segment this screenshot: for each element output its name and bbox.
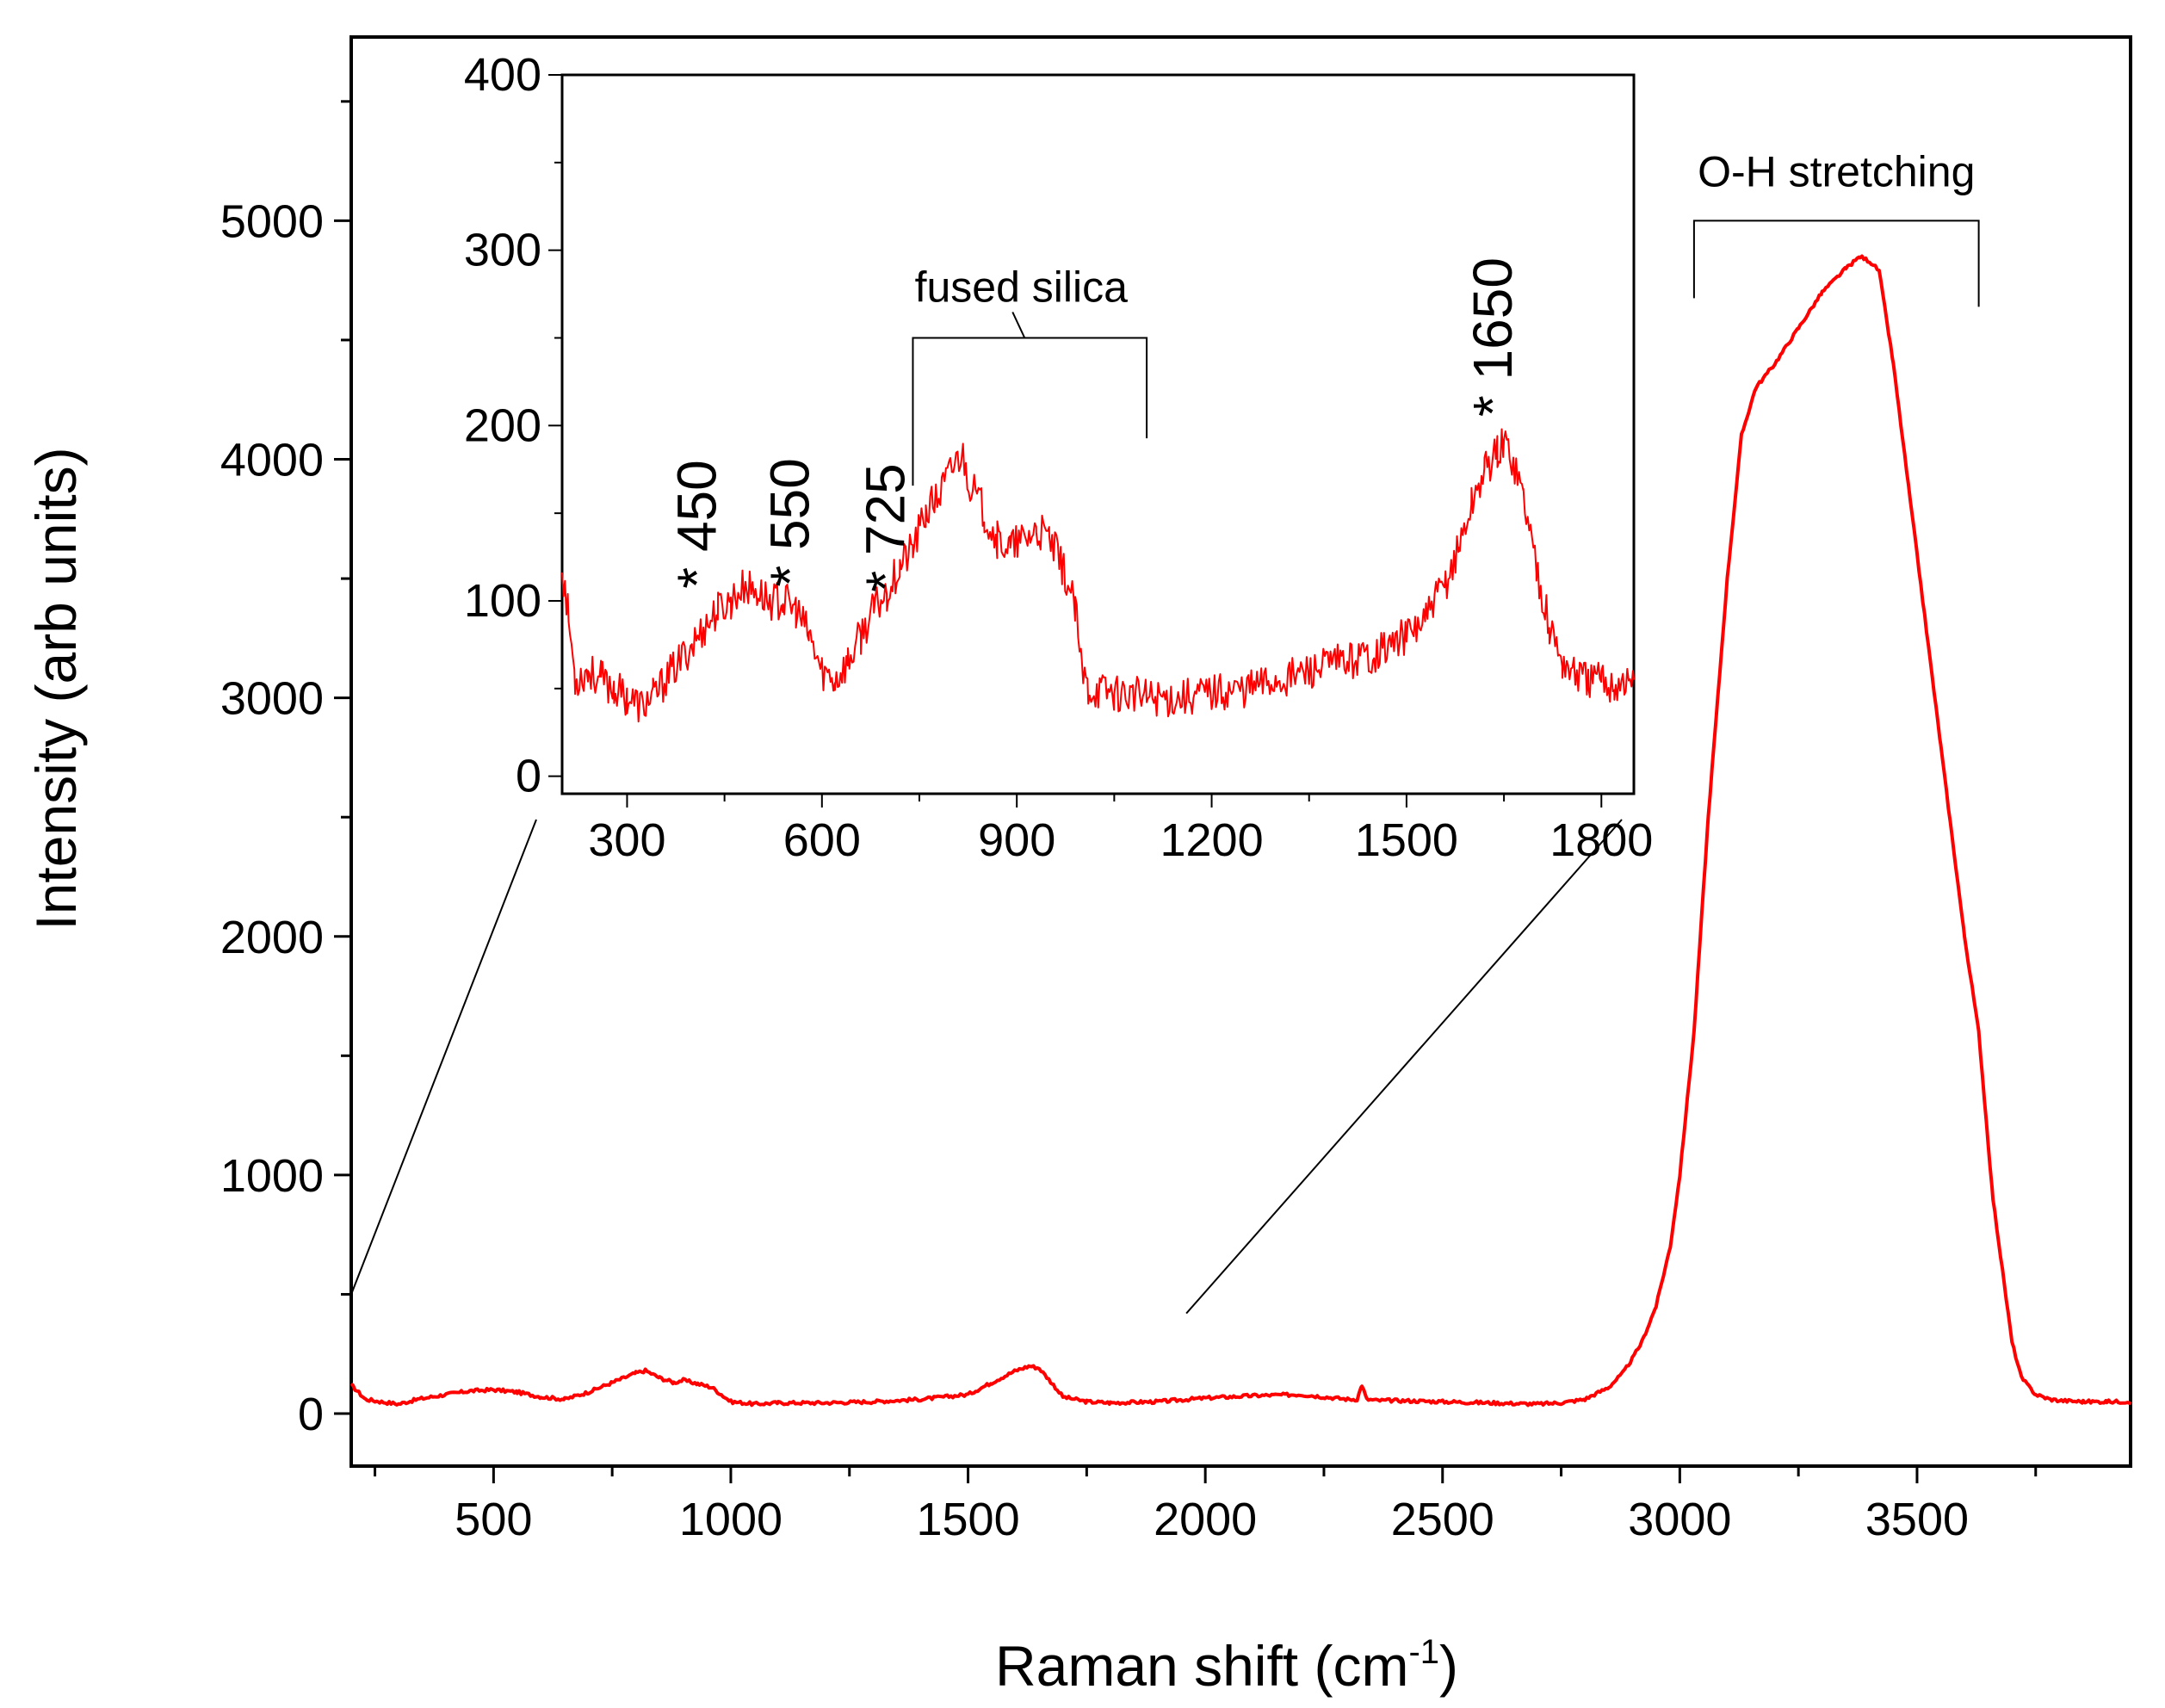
peak-label-725: * 725 [854,463,916,591]
x-tick-label: 2500 [1391,1494,1494,1545]
x-tick-label: 1500 [916,1494,1019,1545]
peak-label-550: * 550 [758,458,820,586]
y-tick-label: 5000 [220,195,324,247]
y-tick-label: 0 [298,1389,324,1440]
x-tick-label: 500 [455,1494,532,1545]
inset-x-tick-label: 1800 [1550,814,1653,866]
inset-x-tick-label: 300 [588,814,665,866]
zoom-connector-left [350,819,537,1295]
inset-y-tick-label: 200 [464,399,541,451]
main-spectrum-line [349,254,2132,1408]
oh-stretching-bracket [1692,220,1980,307]
zoom-connector-right [1185,819,1623,1315]
peak-label-1650: * 1650 [1462,257,1524,417]
fused-silica-bracket [912,312,1148,486]
oh-stretching-label: O-H stretching [1698,147,1975,195]
inset-x-tick-label: 1500 [1355,814,1458,866]
inset-x-ticks: 300 600 900 1200 1500 1800 [588,794,1653,866]
y-axis-title: Intensity (arb units) [24,447,88,930]
x-tick-label: 3500 [1865,1494,1969,1545]
x-tick-label: 1000 [679,1494,782,1545]
fused-silica-label: fused silica [915,263,1129,311]
inset-x-tick-label: 600 [783,814,861,866]
inset-y-ticks: 0 100 200 300 400 [464,49,562,802]
inset-y-tick-label: 400 [464,49,541,101]
inset-y-tick-label: 100 [464,575,541,627]
inset-x-tick-label: 900 [978,814,1055,866]
inset-spectrum-line [561,428,1635,723]
y-tick-label: 1000 [220,1150,324,1202]
peak-label-450: * 450 [665,460,727,588]
inset-plot-frame [560,73,1636,795]
inset-y-tick-label: 300 [464,225,541,276]
x-tick-label: 2000 [1154,1494,1257,1545]
inset-y-tick-label: 0 [516,751,541,802]
y-tick-label: 3000 [220,673,324,725]
inset-x-tick-label: 1200 [1160,814,1263,866]
x-tick-label: 3000 [1628,1494,1731,1545]
y-tick-label: 4000 [220,435,324,486]
x-axis-title: Raman shift (cm-1) [995,1633,1458,1698]
main-x-ticks: 500 1000 1500 2000 2500 3000 3500 [374,1466,2038,1545]
y-tick-label: 2000 [220,912,324,963]
x-axis-title-superscript: -1 [1408,1633,1439,1671]
main-plot-frame [349,35,2132,1468]
x-axis-title-main: Raman shift (cm [995,1634,1408,1698]
main-y-ticks: 0 1000 2000 3000 4000 5000 [220,100,351,1440]
x-axis-title-close: ) [1439,1634,1458,1698]
